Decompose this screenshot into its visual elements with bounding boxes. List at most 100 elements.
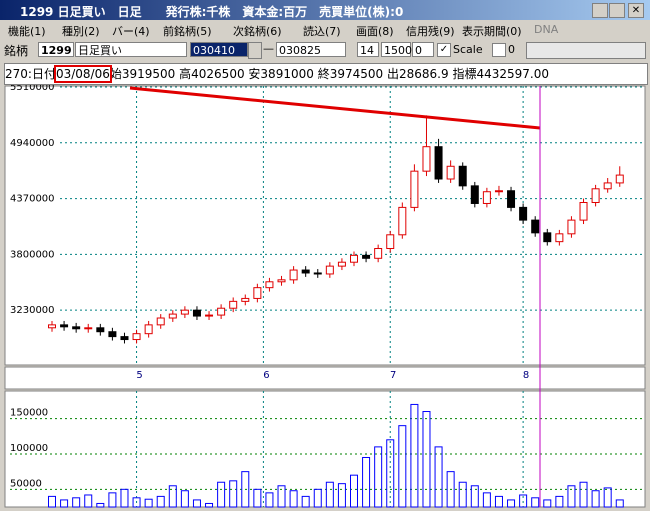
volume-bar	[277, 485, 286, 508]
candle-body	[156, 317, 165, 326]
x-tick-label: 5	[136, 370, 142, 381]
volume-bar	[543, 499, 552, 508]
menu-item[interactable]: 種別(2)	[62, 25, 100, 38]
candle-body	[519, 206, 528, 221]
scale-checkbox[interactable]: ✓	[437, 43, 451, 57]
candle-body	[265, 281, 274, 289]
minimize-button[interactable]	[592, 3, 608, 18]
info-text: 終3974500	[317, 67, 384, 81]
volume-bar	[350, 474, 358, 508]
info-text: 指標4432597.00	[452, 67, 549, 81]
volume-bar	[229, 480, 238, 508]
candle-body	[374, 248, 383, 259]
candle-body	[482, 191, 491, 204]
candle-body	[96, 327, 105, 333]
volume-bar	[422, 411, 431, 508]
volume-bar	[144, 498, 153, 508]
close-button[interactable]: ✕	[628, 3, 644, 18]
candle-body	[72, 326, 81, 330]
volume-bar	[494, 495, 503, 508]
info-bar: 270:日付03/08/06始3919500 高4026500 安3891000…	[4, 63, 648, 85]
menu-item[interactable]: 読込(7)	[303, 25, 341, 38]
candle-body	[386, 234, 395, 250]
x-tick-label: 8	[523, 370, 529, 381]
volume-bar	[120, 488, 129, 508]
y-tick-label: 100000	[10, 443, 48, 454]
candle-body	[301, 269, 310, 274]
volume-bar	[180, 490, 189, 508]
candle-body	[337, 261, 346, 267]
checkbox-label: Scale	[453, 43, 483, 56]
code-field[interactable]: 1299	[38, 42, 74, 57]
maximize-button[interactable]	[609, 3, 625, 18]
candle-body	[470, 185, 479, 204]
volume-bar	[325, 481, 334, 508]
separator: —	[263, 42, 274, 55]
volume-bar	[507, 499, 516, 508]
candle-body	[579, 201, 588, 221]
name-field[interactable]: 日足買い	[75, 42, 187, 57]
volume-bar	[615, 499, 624, 508]
info-text: 始3919500	[109, 67, 176, 81]
volume-bar	[192, 499, 201, 508]
menu-item[interactable]: 機能(1)	[8, 25, 46, 38]
menu-item[interactable]: 画面(8)	[356, 25, 394, 38]
volume-bar	[337, 483, 346, 508]
volume-bar	[579, 481, 588, 508]
field[interactable]: 0	[412, 42, 434, 57]
scrollbar[interactable]	[526, 42, 646, 59]
candle-body	[289, 269, 298, 281]
candle-body	[446, 165, 455, 180]
volume-bar	[458, 481, 467, 508]
volume-bar	[567, 485, 576, 508]
candle-body	[192, 309, 201, 317]
volume-bar	[482, 492, 491, 508]
candle-body	[168, 313, 177, 319]
field[interactable]: 14	[357, 42, 379, 57]
volume-bar	[168, 485, 177, 508]
candle-body	[229, 300, 238, 309]
label: 銘柄	[4, 44, 29, 58]
candle-body	[555, 233, 564, 243]
candle-body	[325, 265, 334, 275]
info-text: 安3891000	[248, 67, 314, 81]
candle-body	[350, 254, 358, 263]
y-tick-label: 4370000	[10, 194, 55, 205]
menu-item[interactable]: 次銘柄(6)	[233, 25, 282, 38]
volume-bar	[470, 485, 479, 508]
volume-bar	[72, 497, 81, 508]
field[interactable]: 1500	[381, 42, 412, 57]
from-field[interactable]: 030410	[190, 42, 248, 57]
volume-bar	[205, 502, 214, 508]
volume-bar	[410, 403, 419, 508]
candle-body	[603, 182, 612, 190]
volume-bar	[156, 495, 165, 508]
menu-item[interactable]: 表示期間(0)	[462, 25, 522, 38]
candle-body	[48, 324, 56, 329]
volume-bar	[591, 490, 600, 508]
menu-item[interactable]: 前銘柄(5)	[163, 25, 212, 38]
checkbox[interactable]	[492, 43, 506, 57]
x-tick-label: 7	[390, 370, 396, 381]
volume-bar	[289, 490, 298, 508]
window-title: 1299 日足買い 日足 発行株:千株 資本金:百万 売買単位(株):0	[20, 5, 404, 19]
to-field[interactable]: 030825	[276, 42, 346, 57]
menu-bar: 機能(1) 種別(2) バー(4) 前銘柄(5) 次銘柄(6) 読込(7) 画面…	[0, 21, 650, 38]
y-tick-label: 4940000	[10, 138, 55, 149]
candle-body	[398, 206, 407, 236]
menu-item[interactable]: 信用残(9)	[406, 25, 455, 38]
candle-body	[543, 232, 552, 243]
volume-bar	[386, 439, 395, 508]
volume-bar	[555, 495, 564, 508]
spinner[interactable]	[248, 42, 262, 59]
volume-bar	[108, 492, 117, 508]
volume-bar	[132, 497, 141, 508]
date-panel	[4, 366, 646, 390]
candle-body	[422, 146, 431, 172]
candle-body	[144, 324, 153, 335]
menu-item[interactable]: バー(4)	[112, 25, 150, 38]
volume-bar	[374, 446, 383, 508]
menu-item[interactable]: DNA	[534, 23, 559, 36]
